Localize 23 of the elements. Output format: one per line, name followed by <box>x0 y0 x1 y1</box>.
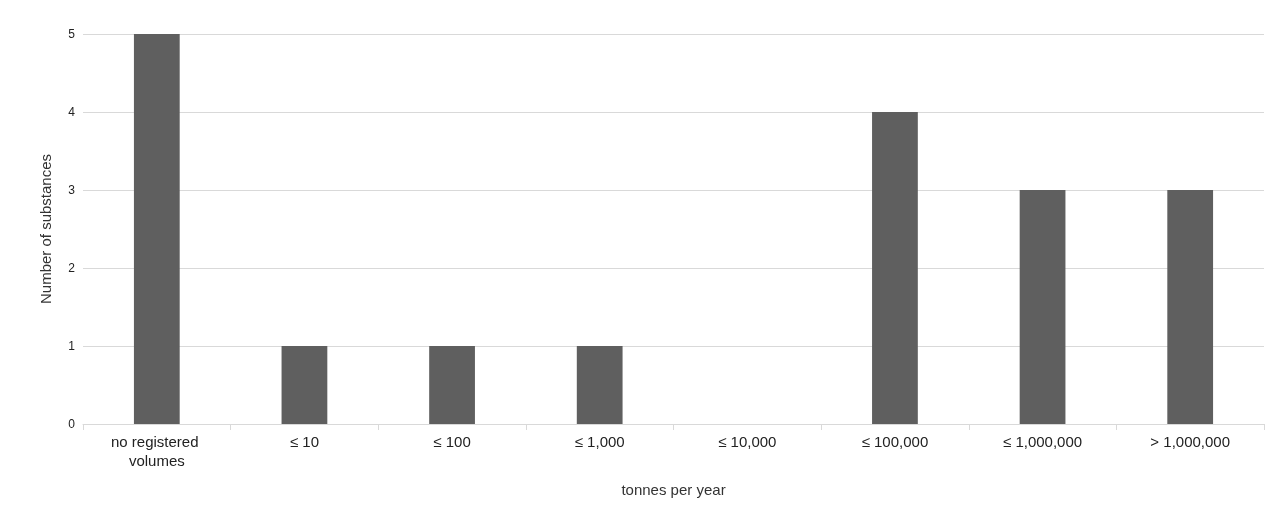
bar <box>872 112 918 424</box>
bar <box>133 34 180 424</box>
y-tick-label: 5 <box>68 27 76 41</box>
y-tick-label: 2 <box>68 261 76 275</box>
bar <box>576 346 623 424</box>
y-tick-label: 0 <box>68 417 76 431</box>
x-tick-label: ≤ 10 <box>289 433 319 450</box>
y-tick-label: 3 <box>68 183 76 197</box>
bar <box>281 346 328 424</box>
bar <box>1019 190 1066 424</box>
x-tick-label: ≤ 1,000,000 <box>1002 433 1083 450</box>
x-axis-title: tonnes per year <box>621 481 726 498</box>
x-tick-label: ≤ 1,000 <box>574 433 625 450</box>
x-tick-label: ≤ 100,000 <box>861 433 929 450</box>
bar <box>1167 190 1214 424</box>
x-tick-label: ≤ 100 <box>433 433 471 450</box>
y-tick-label: 4 <box>68 105 76 119</box>
x-tick-label: > 1,000,000 <box>1150 433 1231 450</box>
x-tick-label: ≤ 10,000 <box>718 433 777 450</box>
x-tick-label: no registered volumes <box>110 433 203 469</box>
y-tick-label: 1 <box>68 339 76 353</box>
bar <box>429 346 475 424</box>
y-axis-title: Number of substances <box>37 153 54 305</box>
